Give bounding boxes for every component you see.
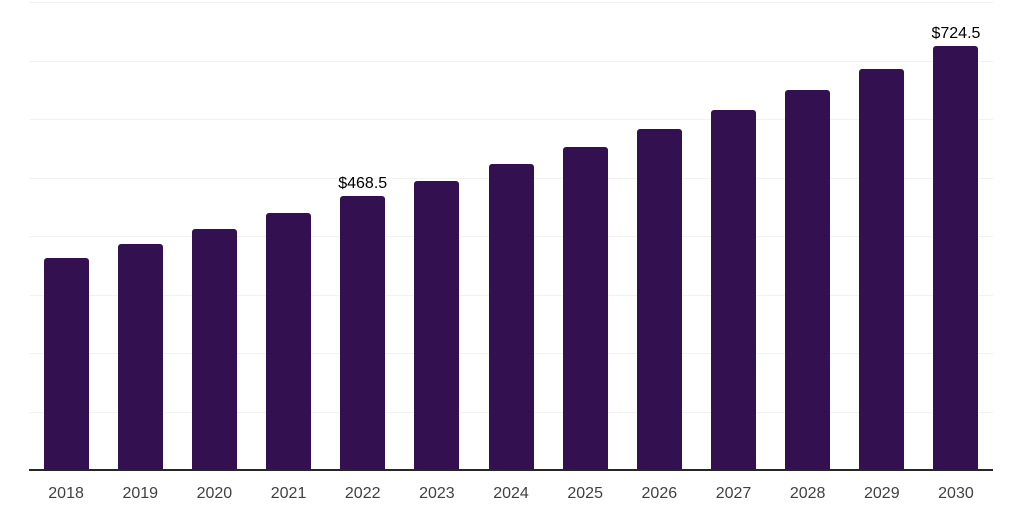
x-tick-label-2030: 2030 bbox=[938, 485, 974, 502]
bar-slot-2020 bbox=[177, 2, 251, 470]
bar-2026 bbox=[636, 129, 682, 470]
x-tick-label-2023: 2023 bbox=[419, 485, 455, 502]
bar-2022 bbox=[340, 195, 386, 470]
bar-slot-2022: $468.5 bbox=[326, 2, 400, 470]
x-tick-label-2021: 2021 bbox=[270, 485, 307, 502]
x-tick-label-2025: 2025 bbox=[567, 485, 603, 502]
bar-slot-2018 bbox=[29, 2, 103, 470]
gridline-600 bbox=[29, 119, 993, 120]
bar-value-label-2030: $724.5 bbox=[931, 25, 981, 43]
bar-2019 bbox=[117, 243, 163, 470]
bar-slot-2021 bbox=[251, 2, 325, 470]
x-axis-tick-labels: 2018 2019 2020 2021 2022 2023 2024 2025 2026 2027… bbox=[29, 484, 993, 503]
x-tick-label-2028: 2028 bbox=[789, 485, 826, 502]
x-tick-label-2022: 2022 bbox=[344, 485, 381, 502]
bar-slot-2029 bbox=[845, 2, 919, 470]
bar-slot-2026 bbox=[622, 2, 696, 470]
bar-slot-2024 bbox=[474, 2, 548, 470]
bars-layer: $468.5 $724.5 bbox=[29, 2, 993, 470]
bar-value-label-2022: $468.5 bbox=[338, 174, 388, 192]
x-tick-label-2020: 2020 bbox=[196, 485, 233, 502]
plot-area: $468.5 $724.5 bbox=[29, 2, 993, 470]
bar-2027 bbox=[710, 110, 756, 470]
bar-slot-2025 bbox=[548, 2, 622, 470]
bar-2021 bbox=[266, 212, 312, 470]
gridline-700 bbox=[29, 60, 993, 62]
bar-2025 bbox=[562, 147, 608, 470]
bar-2029 bbox=[859, 68, 905, 470]
bar-slot-2023 bbox=[400, 2, 474, 470]
bar-slot-2019 bbox=[103, 2, 177, 470]
x-tick-label-2029: 2029 bbox=[864, 485, 900, 502]
x-tick-label-2024: 2024 bbox=[493, 485, 529, 502]
x-axis-line bbox=[29, 469, 993, 471]
bar-2028 bbox=[785, 89, 831, 470]
bar-slot-2030: $724.5 bbox=[919, 2, 993, 470]
x-tick-label-2027: 2027 bbox=[715, 485, 752, 502]
gridline-800 bbox=[29, 2, 993, 3]
bar-slot-2028 bbox=[771, 2, 845, 470]
x-tick-label-2026: 2026 bbox=[641, 485, 678, 502]
x-tick-label-2018: 2018 bbox=[48, 485, 84, 502]
bar-2030 bbox=[933, 46, 979, 470]
bar-2024 bbox=[488, 164, 534, 470]
bar-2018 bbox=[43, 258, 89, 470]
bar-2020 bbox=[191, 228, 237, 470]
bar-slot-2027 bbox=[696, 2, 770, 470]
bar-2023 bbox=[414, 180, 460, 470]
x-tick-label-2019: 2019 bbox=[122, 485, 159, 502]
